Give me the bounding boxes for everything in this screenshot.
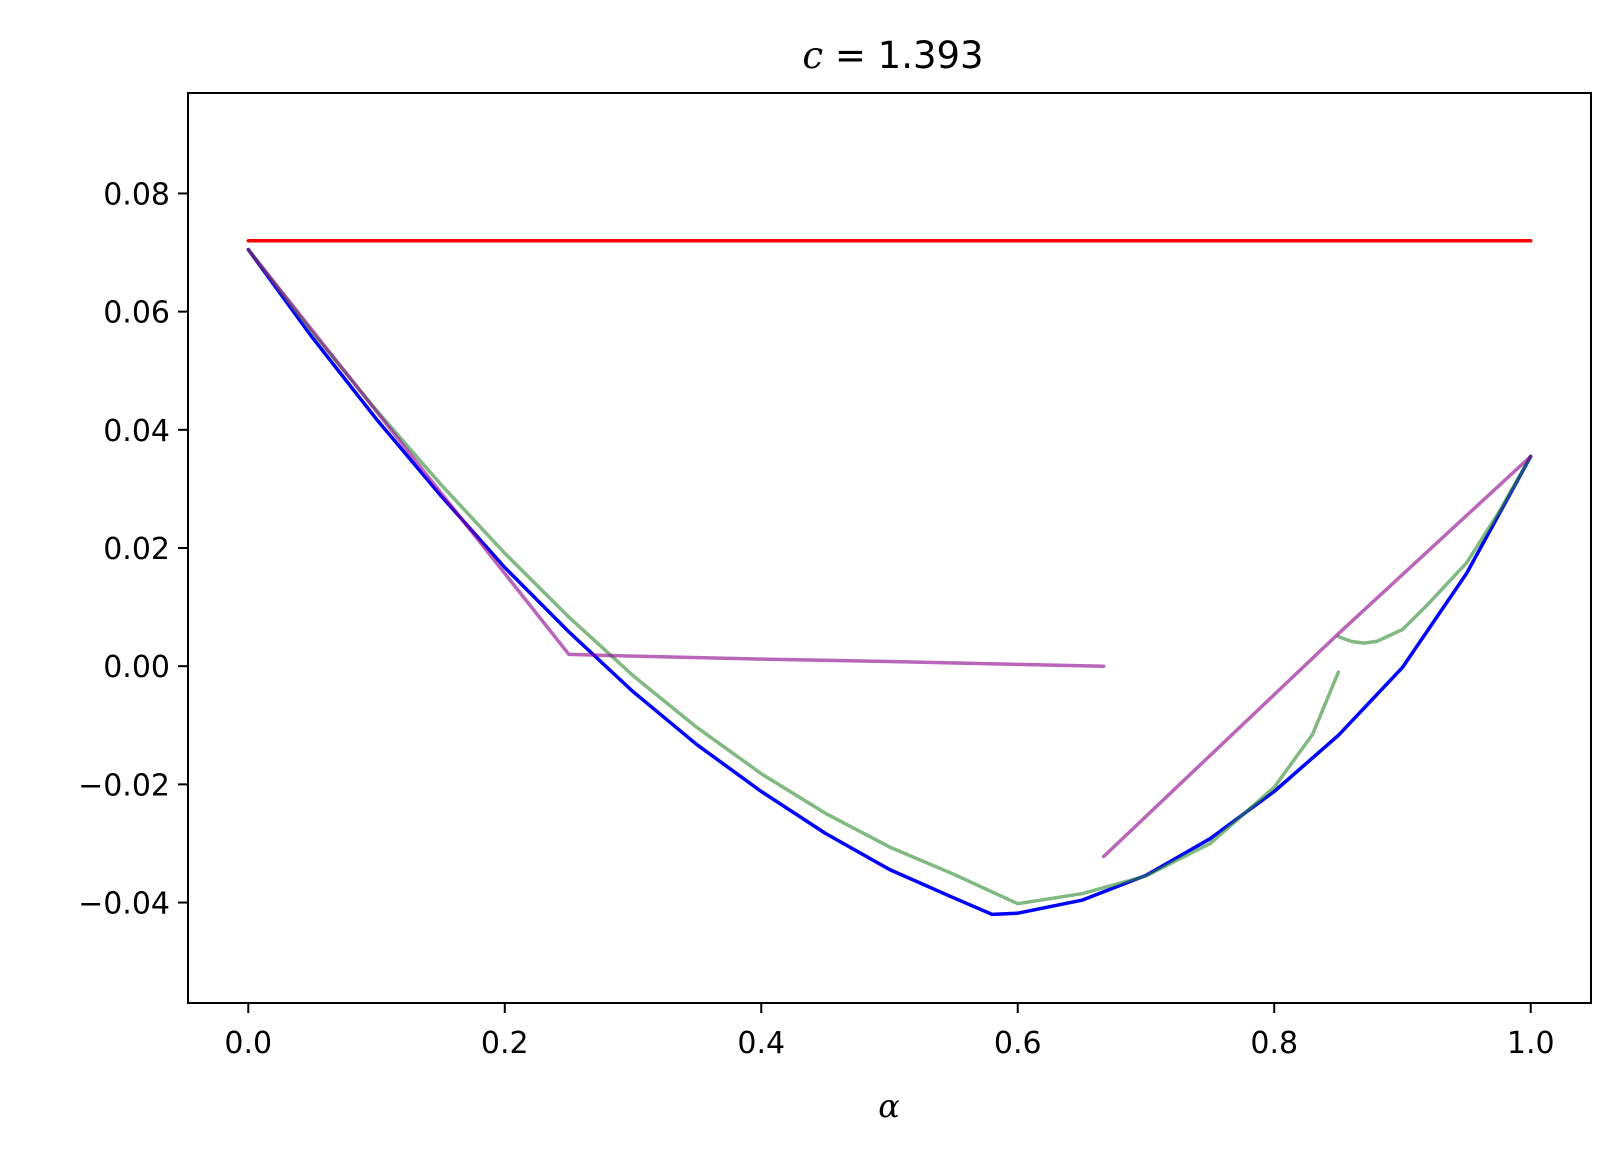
y-tick-label: 0.02 [103, 532, 170, 567]
x-axis: 0.0 0.2 0.4 0.6 0.8 1.0 [224, 1003, 1555, 1061]
series-line-4 [1336, 454, 1533, 645]
series-layer [246, 238, 1533, 917]
x-tick-label: 0.6 [994, 1026, 1042, 1061]
y-tick-label: 0.04 [103, 414, 170, 449]
y-tick-label: −0.04 [78, 887, 170, 922]
y-tick-label: 0.00 [103, 650, 170, 685]
x-tick-label: 0.0 [224, 1026, 272, 1061]
x-tick-label: 0.2 [481, 1026, 529, 1061]
x-tick-label: 0.4 [737, 1026, 785, 1061]
series-line-6 [1101, 454, 1533, 859]
x-axis-label: α [878, 1087, 900, 1125]
chart-title: c = 1.393 [802, 34, 983, 77]
series-line-3 [246, 247, 1341, 906]
y-tick-label: 0.08 [103, 177, 170, 212]
y-tick-label: 0.06 [103, 296, 170, 331]
series-line-5 [246, 247, 1106, 668]
y-tick-label: −0.02 [78, 768, 170, 803]
x-tick-label: 0.8 [1250, 1026, 1298, 1061]
x-tick-label: 1.0 [1507, 1026, 1555, 1061]
y-axis: −0.04 −0.02 0.00 0.02 0.04 0.06 0.08 [78, 177, 188, 922]
